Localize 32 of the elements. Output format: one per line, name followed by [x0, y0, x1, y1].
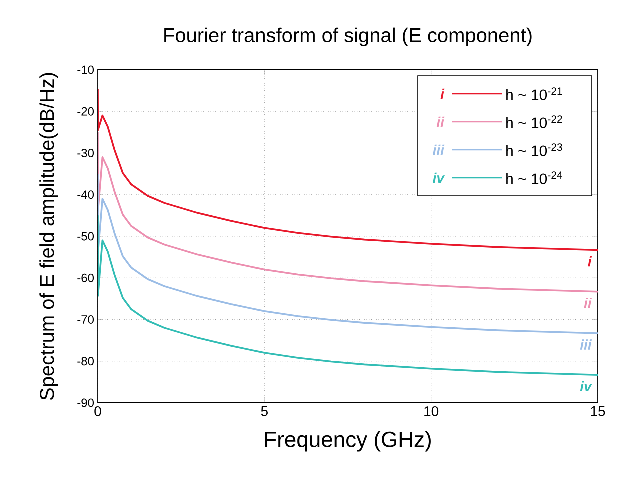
annotation: ii: [584, 298, 592, 308]
line-series: [98, 214, 598, 376]
line-series: [98, 132, 598, 293]
text: ii: [436, 116, 445, 128]
y-tick-label: -10: [78, 66, 94, 74]
y-tick-label: -20: [78, 107, 94, 116]
line-series: [98, 88, 598, 252]
annotation: iii: [580, 340, 592, 350]
legend-label: h ~ 10$^{-24}$: [506, 172, 563, 184]
y-tick-label: -40: [78, 190, 94, 200]
x-tick-label: 5: [261, 406, 268, 416]
y-tick-label: -60: [78, 274, 94, 282]
y-tick-label: -80: [78, 357, 94, 366]
x-tick-label: 15: [591, 406, 606, 416]
line-series: [98, 173, 598, 334]
y-tick-label: -30: [78, 149, 94, 158]
text: i: [440, 88, 445, 100]
y-tick-label: -50: [78, 232, 94, 241]
x-tick-label: 0: [94, 406, 102, 416]
text: iii: [433, 144, 445, 156]
chart-title: Fourier transform of signal (E component): [164, 28, 532, 46]
legend-label: h ~ 10$^{-23}$: [506, 144, 562, 156]
x-axis-title: Frequency (GHz): [265, 431, 431, 452]
legend-label: h ~ 10$^{-21}$: [506, 88, 562, 100]
text: iv: [433, 172, 446, 184]
annotation: iv: [580, 381, 592, 392]
y-axis-title: Spectrum of E field amplitude(dB/Hz): [40, 73, 58, 400]
y-tick-label: -70: [78, 315, 94, 324]
x-tick-label: 10: [424, 406, 439, 416]
legend-label: h ~ 10$^{-22}$: [506, 116, 562, 128]
y-tick-label: -90: [78, 398, 94, 408]
annotation: i: [588, 256, 592, 267]
